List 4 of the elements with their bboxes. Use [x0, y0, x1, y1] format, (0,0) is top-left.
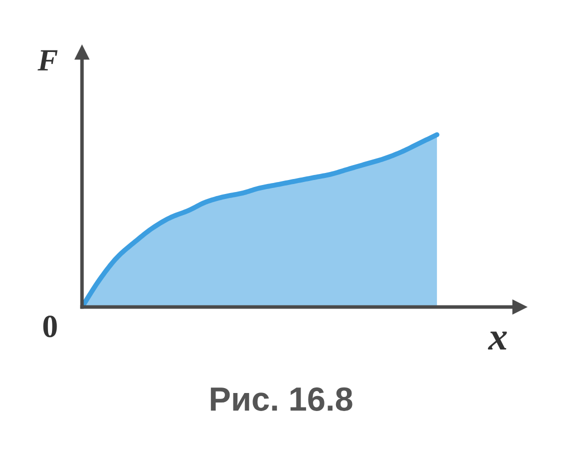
text: 0: [43, 316, 57, 338]
text: Рис. 16.8: [210, 387, 352, 411]
y-axis-title: F: [38, 50, 58, 70]
x-axis-title: x: [488, 332, 507, 350]
